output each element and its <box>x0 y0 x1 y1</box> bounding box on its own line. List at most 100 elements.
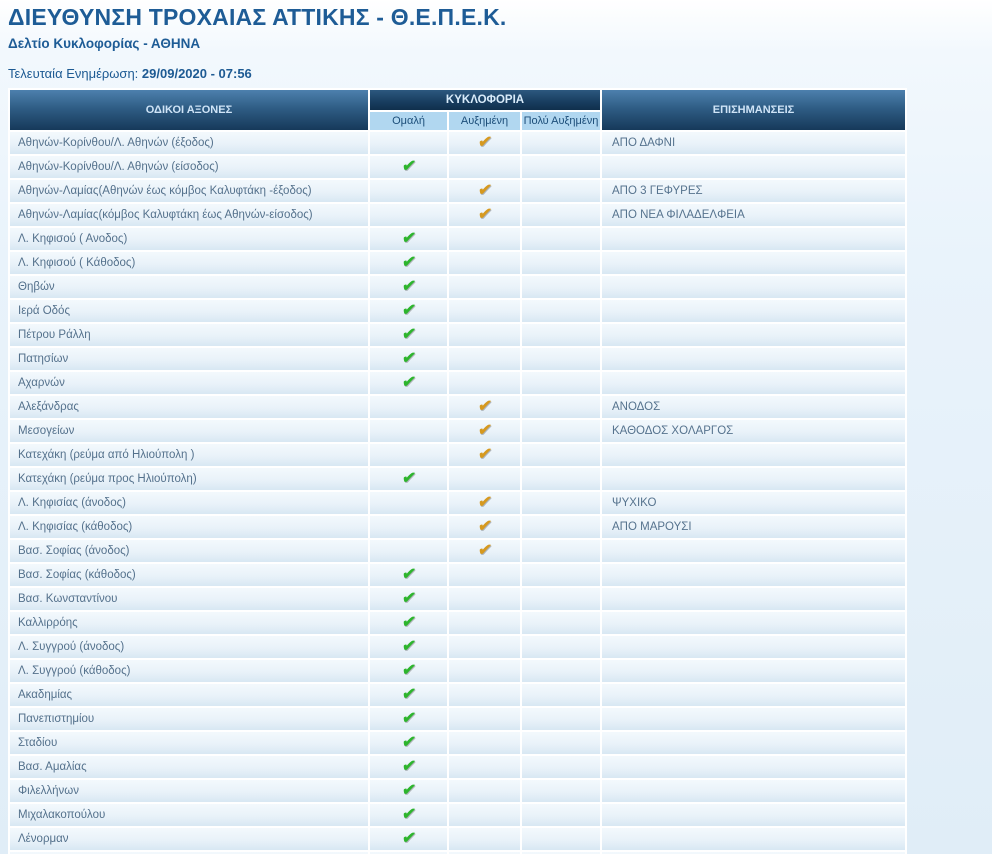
road-axis-label: Κατεχάκη (ρεύμα προς Ηλιούπολη) <box>10 468 368 490</box>
table-row: Ακαδημίας ✔ <box>10 684 905 706</box>
level-cell-increased <box>449 732 520 754</box>
status-check-icon: ✔ <box>476 422 493 439</box>
road-axis-label: Ιερά Οδός <box>10 300 368 322</box>
level-cell-increased <box>449 156 520 178</box>
level-cell-normal: ✔ <box>370 468 447 490</box>
table-row: Κατεχάκη (ρεύμα από Ηλιούπολη ) ✔ <box>10 444 905 466</box>
remark-label: ΑΝΟΔΟΣ <box>602 396 905 418</box>
road-axis-label: Βασ. Σοφίας (κάθοδος) <box>10 564 368 586</box>
level-cell-increased <box>449 684 520 706</box>
remark-label <box>602 684 905 706</box>
table-row: Μεσογείων ✔ ΚΑΘΟΔΟΣ ΧΟΛΑΡΓΟΣ <box>10 420 905 442</box>
level-cell-very-increased <box>522 348 600 370</box>
level-cell-increased <box>449 348 520 370</box>
table-row: Αχιλλέως /Μάρνη ✔ <box>10 852 905 854</box>
status-check-icon: ✔ <box>476 398 493 415</box>
level-cell-normal: ✔ <box>370 756 447 778</box>
level-cell-increased: ✔ <box>449 516 520 538</box>
status-check-icon: ✔ <box>400 254 417 271</box>
level-cell-increased <box>449 372 520 394</box>
level-cell-normal: ✔ <box>370 252 447 274</box>
road-axis-label: Λ. Συγγρού (άνοδος) <box>10 636 368 658</box>
status-check-icon: ✔ <box>400 686 417 703</box>
level-cell-normal: ✔ <box>370 852 447 854</box>
level-cell-increased: ✔ <box>449 540 520 562</box>
remark-label <box>602 852 905 854</box>
level-cell-very-increased <box>522 540 600 562</box>
level-cell-increased: ✔ <box>449 420 520 442</box>
level-cell-normal: ✔ <box>370 276 447 298</box>
level-cell-very-increased <box>522 588 600 610</box>
table-row: Πέτρου Ράλλη ✔ <box>10 324 905 346</box>
status-check-icon: ✔ <box>400 278 417 295</box>
level-cell-normal: ✔ <box>370 732 447 754</box>
table-row: Λ. Κηφισίας (κάθοδος) ✔ ΑΠΟ ΜΑΡΟΥΣΙ <box>10 516 905 538</box>
table-row: Πανεπιστημίου ✔ <box>10 708 905 730</box>
status-check-icon: ✔ <box>400 758 417 775</box>
level-cell-increased <box>449 708 520 730</box>
page-title: ΔΙΕΥΘΥΝΣΗ ΤΡΟΧΑΙΑΣ ΑΤΤΙΚΗΣ - Θ.Ε.Π.Ε.Κ. <box>8 4 507 30</box>
level-cell-increased: ✔ <box>449 492 520 514</box>
level-cell-normal <box>370 492 447 514</box>
level-cell-increased <box>449 852 520 854</box>
table-row: Λένορμαν ✔ <box>10 828 905 850</box>
status-check-icon: ✔ <box>476 134 493 151</box>
remark-label <box>602 228 905 250</box>
status-check-icon: ✔ <box>400 806 417 823</box>
remark-label <box>602 588 905 610</box>
road-axis-label: Λένορμαν <box>10 828 368 850</box>
level-cell-normal: ✔ <box>370 324 447 346</box>
remark-label <box>602 468 905 490</box>
traffic-table: ΟΔΙΚΟΙ ΑΞΟΝΕΣ ΚΥΚΛΟΦΟΡΙΑ ΕΠΙΣΗΜΑΝΣΕΙΣ Ομ… <box>8 88 907 854</box>
level-cell-very-increased <box>522 156 600 178</box>
remark-label: ΚΑΘΟΔΟΣ ΧΟΛΑΡΓΟΣ <box>602 420 905 442</box>
road-axis-label: Λ. Κηφισού ( Ανοδος) <box>10 228 368 250</box>
road-axis-label: Πέτρου Ράλλη <box>10 324 368 346</box>
level-cell-normal <box>370 516 447 538</box>
level-cell-normal: ✔ <box>370 804 447 826</box>
status-check-icon: ✔ <box>400 326 417 343</box>
remark-label: ΑΠΟ ΝΕΑ ΦΙΛΑΔΕΛΦΕΙΑ <box>602 204 905 226</box>
road-axis-label: Βασ. Σοφίας (άνοδος) <box>10 540 368 562</box>
level-cell-increased <box>449 252 520 274</box>
status-check-icon: ✔ <box>400 662 417 679</box>
level-cell-increased: ✔ <box>449 132 520 154</box>
status-check-icon: ✔ <box>476 494 493 511</box>
level-cell-increased: ✔ <box>449 204 520 226</box>
level-cell-increased <box>449 780 520 802</box>
road-axis-label: Αθηνών-Κορίνθου/Λ. Αθηνών (έξοδος) <box>10 132 368 154</box>
level-cell-increased: ✔ <box>449 444 520 466</box>
road-axis-label: Πατησίων <box>10 348 368 370</box>
road-axis-label: Αχιλλέως /Μάρνη <box>10 852 368 854</box>
level-cell-normal: ✔ <box>370 564 447 586</box>
level-cell-very-increased <box>522 276 600 298</box>
table-row: Αλεξάνδρας ✔ ΑΝΟΔΟΣ <box>10 396 905 418</box>
level-cell-normal: ✔ <box>370 684 447 706</box>
road-axis-label: Αθηνών-Λαμίας(κόμβος Καλυφτάκη έως Αθηνώ… <box>10 204 368 226</box>
level-cell-normal <box>370 204 447 226</box>
remark-label <box>602 276 905 298</box>
status-check-icon: ✔ <box>476 542 493 559</box>
level-cell-very-increased <box>522 564 600 586</box>
level-cell-very-increased <box>522 636 600 658</box>
level-cell-normal: ✔ <box>370 228 447 250</box>
last-update-value: 29/09/2020 - 07:56 <box>141 66 252 81</box>
status-check-icon: ✔ <box>400 638 417 655</box>
status-check-icon: ✔ <box>400 710 417 727</box>
level-cell-normal: ✔ <box>370 300 447 322</box>
table-row: Λ. Κηφισού ( Ανοδος) ✔ <box>10 228 905 250</box>
table-row: Κατεχάκη (ρεύμα προς Ηλιούπολη) ✔ <box>10 468 905 490</box>
level-cell-very-increased <box>522 204 600 226</box>
remark-label <box>602 780 905 802</box>
level-cell-normal: ✔ <box>370 612 447 634</box>
table-row: Βασ. Σοφίας (κάθοδος) ✔ <box>10 564 905 586</box>
level-cell-very-increased <box>522 180 600 202</box>
level-cell-increased <box>449 324 520 346</box>
road-axis-label: Κατεχάκη (ρεύμα από Ηλιούπολη ) <box>10 444 368 466</box>
remark-label <box>602 372 905 394</box>
table-row: Θηβών ✔ <box>10 276 905 298</box>
level-cell-increased: ✔ <box>449 396 520 418</box>
level-cell-very-increased <box>522 324 600 346</box>
status-check-icon: ✔ <box>400 734 417 751</box>
